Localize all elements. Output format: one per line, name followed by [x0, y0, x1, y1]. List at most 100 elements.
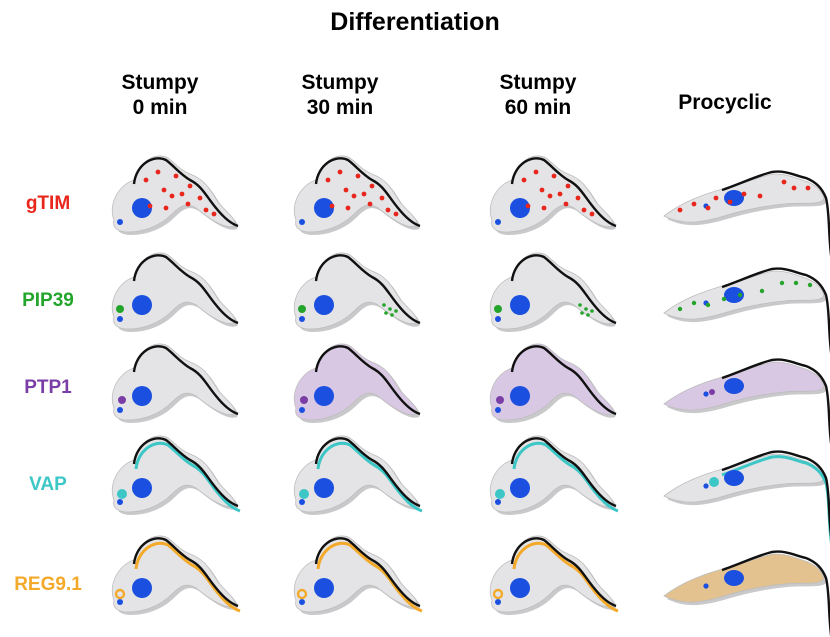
signal-dot: [691, 201, 697, 207]
signal-dot: [393, 211, 399, 217]
flagellum: [510, 254, 617, 325]
signal-dot: [705, 302, 711, 308]
nucleus: [314, 386, 334, 406]
flagellum: [314, 437, 421, 508]
signal-dot: [382, 303, 386, 307]
nucleus: [314, 295, 334, 315]
signal-dot: [116, 305, 124, 313]
kinetoplast: [495, 499, 501, 505]
membrane-signal: [512, 441, 619, 513]
kinetoplast: [299, 316, 305, 322]
signal-dot: [793, 280, 799, 286]
membrane-signal: [316, 541, 423, 613]
signal-dot: [325, 177, 331, 183]
flagellum: [314, 345, 421, 416]
signal-dot: [757, 193, 763, 199]
signal-dot: [355, 173, 361, 179]
nucleus: [510, 386, 530, 406]
cell-pip39-stumpy-0: [111, 252, 239, 332]
flagellum: [132, 157, 239, 228]
flagellum: [510, 157, 617, 228]
flagellum: [721, 267, 830, 354]
column-header-line1: Stumpy: [499, 71, 577, 94]
flagellum: [132, 437, 239, 508]
cell-gtim-stumpy-2: [489, 155, 617, 235]
cell-vap-stumpy-0: [111, 435, 241, 515]
nucleus: [724, 470, 744, 486]
signal-dot: [211, 211, 217, 217]
signal-dot: [187, 183, 193, 189]
signal-dot: [299, 489, 309, 499]
cell-reg9-1-stumpy-1: [293, 535, 423, 615]
cell-ptp1-stumpy-2: [489, 343, 617, 423]
signal-dot: [807, 282, 813, 288]
nucleus: [132, 478, 152, 498]
flagellum: [314, 254, 421, 325]
signal-dot: [337, 169, 343, 175]
kinetoplast: [299, 499, 305, 505]
signal-dot: [713, 195, 719, 201]
signal-dot: [143, 177, 149, 183]
membrane-signal: [134, 541, 241, 613]
figure-title: Differentiation: [330, 8, 500, 36]
cell-ptp1-procyclic: [663, 358, 830, 445]
signal-ring: [114, 588, 126, 600]
column-header-procyclic: Procyclic: [655, 90, 795, 115]
flagellum: [314, 537, 421, 608]
nucleus: [724, 287, 744, 303]
nucleus: [132, 198, 152, 218]
signal-dot: [367, 201, 373, 207]
nucleus: [510, 578, 530, 598]
signal-dot: [361, 191, 367, 197]
kinetoplast: [299, 407, 305, 413]
signal-dot: [547, 193, 553, 199]
signal-dot: [709, 389, 715, 395]
cell-gtim-stumpy-0: [111, 155, 239, 235]
nucleus: [314, 578, 334, 598]
signal-dot: [584, 307, 588, 311]
signal-dot: [161, 187, 167, 193]
cell-pip39-stumpy-1: [293, 252, 421, 332]
kinetoplast: [495, 219, 501, 225]
kinetoplast: [703, 483, 709, 489]
cell-pip39-stumpy-2: [489, 252, 617, 332]
membrane-signal: [134, 441, 241, 513]
signal-dot: [533, 169, 539, 175]
signal-dot: [590, 309, 594, 313]
cell-ptp1-stumpy-1: [293, 343, 421, 423]
nucleus: [314, 478, 334, 498]
membrane-signal: [512, 541, 619, 613]
signal-dot: [677, 306, 683, 312]
nucleus: [132, 295, 152, 315]
cell-pip39-procyclic: [663, 267, 830, 354]
signal-dot: [169, 193, 175, 199]
flagellum: [721, 450, 830, 537]
kinetoplast: [117, 499, 123, 505]
flagellum: [314, 157, 421, 228]
signal-dot: [384, 311, 388, 315]
kinetoplast: [299, 599, 305, 605]
signal-dot: [379, 195, 385, 201]
signal-dot: [565, 183, 571, 189]
nucleus: [724, 378, 744, 394]
column-header-stumpy-0: Stumpy 0 min: [90, 70, 230, 120]
signal-dot: [727, 199, 733, 205]
flagellum: [721, 358, 830, 445]
signal-dot: [345, 205, 351, 211]
signal-dot: [496, 396, 504, 404]
cell-reg9-1-procyclic: [663, 550, 830, 637]
signal-dot: [705, 205, 711, 211]
nucleus: [132, 386, 152, 406]
signal-dot: [709, 477, 719, 487]
signal-dot: [586, 313, 590, 317]
cell-gtim-stumpy-1: [293, 155, 421, 235]
signal-dot: [521, 177, 527, 183]
signal-dot: [575, 195, 581, 201]
signal-dot: [118, 396, 126, 404]
column-header-line2: 30 min: [306, 96, 374, 119]
signal-dot: [203, 207, 209, 213]
signal-dot: [580, 311, 584, 315]
signal-dot: [563, 201, 569, 207]
